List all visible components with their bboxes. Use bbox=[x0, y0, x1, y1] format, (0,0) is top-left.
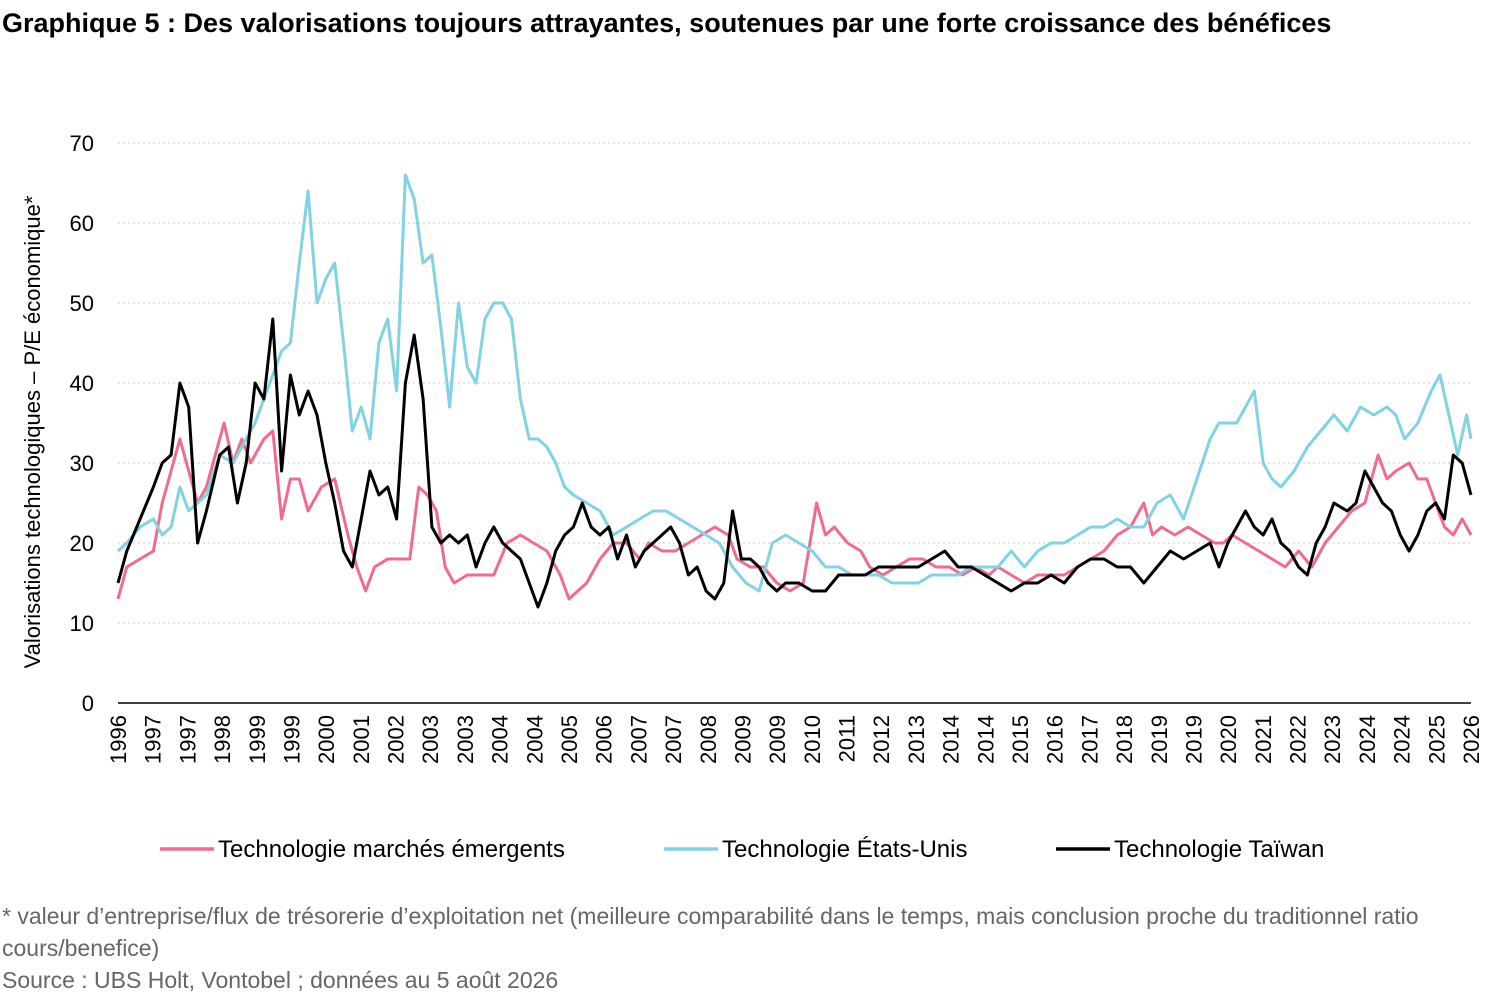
x-tick-25: 2014 bbox=[973, 715, 998, 764]
line-chart: 0 10 20 30 40 50 60 70 1996 1997 1997 1998 1999 1999… bbox=[20, 131, 1484, 863]
series-line-2 bbox=[116, 317, 1473, 609]
x-tick-33: 2021 bbox=[1251, 715, 1276, 764]
x-tick-31: 2019 bbox=[1181, 715, 1206, 764]
x-tick-37: 2024 bbox=[1390, 715, 1415, 764]
x-tick-2: 1997 bbox=[175, 715, 200, 764]
source-note: Source : UBS Holt, Vontobel ; données au… bbox=[2, 967, 559, 993]
x-tick-15: 2007 bbox=[626, 715, 651, 764]
y-tick-40: 40 bbox=[70, 371, 94, 396]
x-tick-27: 2016 bbox=[1043, 715, 1068, 764]
footnote: * valeur d’entreprise/flux de trésorerie… bbox=[2, 903, 1419, 961]
x-tick-13: 2005 bbox=[557, 715, 582, 764]
series-line-0 bbox=[116, 421, 1473, 601]
x-tick-32: 2020 bbox=[1216, 715, 1241, 764]
x-tick-28: 2017 bbox=[1077, 715, 1102, 764]
legend-label-us: Technologie États-Unis bbox=[722, 836, 967, 863]
x-tick-1: 1997 bbox=[141, 715, 166, 764]
y-tick-10: 10 bbox=[70, 611, 94, 636]
x-tick-4: 1999 bbox=[245, 715, 270, 764]
x-tick-16: 2007 bbox=[661, 715, 686, 764]
x-tick-20: 2010 bbox=[800, 715, 825, 764]
legend-item-taiwan: Technologie Taïwan bbox=[1056, 836, 1324, 863]
x-tick-5: 1999 bbox=[279, 715, 304, 764]
x-tick-labels: 1996 1997 1997 1998 1999 1999 2000 2001 2002 2003… bbox=[106, 715, 1484, 764]
chart-notes: * valeur d’entreprise/flux de trésorerie… bbox=[2, 900, 1492, 996]
y-tick-60: 60 bbox=[70, 211, 94, 236]
y-tick-0: 0 bbox=[82, 691, 94, 716]
x-tick-7: 2001 bbox=[349, 715, 374, 764]
x-tick-35: 2023 bbox=[1320, 715, 1345, 764]
series-lines bbox=[116, 173, 1473, 609]
y-tick-70: 70 bbox=[70, 131, 94, 156]
x-tick-9: 2003 bbox=[418, 715, 443, 764]
x-tick-38: 2025 bbox=[1424, 715, 1449, 764]
x-tick-17: 2008 bbox=[696, 715, 721, 764]
y-axis-label: Valorisations technologiques – P/E écono… bbox=[20, 195, 45, 668]
y-tick-labels: 0 10 20 30 40 50 60 70 bbox=[70, 131, 94, 716]
x-tick-18: 2009 bbox=[730, 715, 755, 764]
x-tick-19: 2009 bbox=[765, 715, 790, 764]
x-tick-39: 2026 bbox=[1459, 715, 1484, 764]
x-tick-24: 2014 bbox=[939, 715, 964, 764]
x-tick-0: 1996 bbox=[106, 715, 131, 764]
x-tick-21: 2011 bbox=[835, 715, 860, 762]
legend-label-emerging: Technologie marchés émergents bbox=[218, 836, 565, 863]
x-tick-14: 2006 bbox=[592, 715, 617, 764]
legend-label-taiwan: Technologie Taïwan bbox=[1114, 836, 1324, 863]
y-tick-50: 50 bbox=[70, 291, 94, 316]
legend-item-us: Technologie États-Unis bbox=[664, 836, 967, 863]
x-tick-12: 2004 bbox=[522, 715, 547, 764]
x-tick-8: 2002 bbox=[384, 715, 409, 764]
x-tick-30: 2019 bbox=[1147, 715, 1172, 764]
chart-title: Graphique 5 : Des valorisations toujours… bbox=[2, 8, 1332, 38]
x-tick-11: 2004 bbox=[488, 715, 513, 764]
y-tick-30: 30 bbox=[70, 451, 94, 476]
x-tick-22: 2012 bbox=[869, 715, 894, 764]
legend-item-emerging: Technologie marchés émergents bbox=[160, 836, 565, 863]
x-tick-36: 2024 bbox=[1355, 715, 1380, 764]
x-tick-26: 2015 bbox=[1008, 715, 1033, 764]
x-tick-29: 2018 bbox=[1112, 715, 1137, 764]
x-tick-10: 2003 bbox=[453, 715, 478, 764]
x-tick-23: 2013 bbox=[904, 715, 929, 764]
y-tick-20: 20 bbox=[70, 531, 94, 556]
x-tick-3: 1998 bbox=[210, 715, 235, 764]
series-line-1 bbox=[116, 173, 1473, 593]
x-tick-34: 2022 bbox=[1286, 715, 1311, 764]
gridlines bbox=[118, 142, 1471, 624]
legend: Technologie marchés émergents Technologi… bbox=[160, 836, 1324, 863]
x-tick-6: 2000 bbox=[314, 715, 339, 764]
